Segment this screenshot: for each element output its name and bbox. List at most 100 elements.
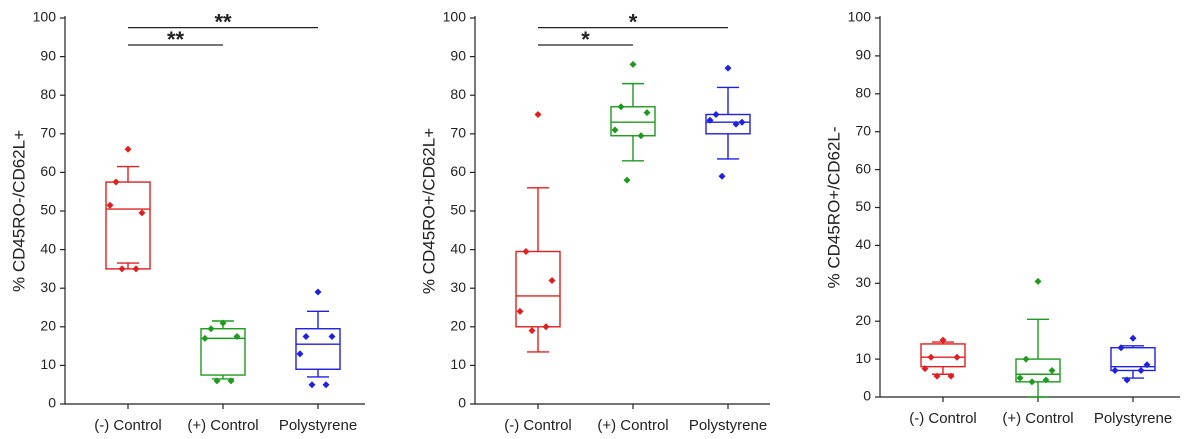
y-tick-label: 40 bbox=[855, 236, 871, 252]
data-point bbox=[732, 120, 740, 128]
y-tick-label: 10 bbox=[450, 356, 466, 372]
x-tick-label: Polystyrene bbox=[689, 417, 767, 434]
y-axis-label: % CD45RO-/CD62L+ bbox=[9, 130, 28, 292]
data-point bbox=[927, 353, 935, 361]
data-point bbox=[1123, 376, 1131, 384]
y-tick-label: 20 bbox=[40, 318, 56, 334]
y-tick-label: 100 bbox=[33, 9, 57, 25]
y-axis-label: % CD45RO+/CD62L+ bbox=[419, 128, 438, 294]
data-point bbox=[921, 365, 929, 373]
x-tick-label: (+) Control bbox=[187, 417, 258, 434]
y-tick-label: 40 bbox=[40, 240, 56, 256]
data-point bbox=[296, 350, 304, 358]
data-point bbox=[623, 176, 631, 184]
y-axis-label: % CD45RO+/CD62L- bbox=[824, 126, 843, 288]
significance-label: * bbox=[629, 9, 638, 34]
data-point bbox=[629, 60, 637, 68]
y-tick-label: 30 bbox=[450, 279, 466, 295]
data-point bbox=[516, 307, 524, 315]
y-tick-label: 0 bbox=[48, 395, 56, 411]
y-tick-label: 100 bbox=[443, 9, 467, 25]
x-tick-label: Polystyrene bbox=[1094, 410, 1172, 427]
y-tick-label: 80 bbox=[40, 86, 56, 102]
data-point bbox=[1143, 361, 1151, 369]
data-point bbox=[643, 109, 651, 117]
y-tick-label: 50 bbox=[855, 198, 871, 214]
x-tick-label: (-) Control bbox=[94, 417, 162, 434]
data-point bbox=[1016, 374, 1024, 382]
significance-label: ** bbox=[167, 27, 185, 52]
data-point bbox=[528, 327, 536, 335]
data-point bbox=[1022, 355, 1030, 363]
y-tick-label: 0 bbox=[863, 388, 871, 404]
data-point bbox=[617, 103, 625, 111]
y-tick-label: 10 bbox=[40, 356, 56, 372]
box bbox=[200, 328, 246, 376]
data-point bbox=[1034, 277, 1042, 285]
y-tick-label: 30 bbox=[40, 279, 56, 295]
x-tick-label: (+) Control bbox=[597, 417, 668, 434]
y-tick-label: 50 bbox=[450, 202, 466, 218]
data-point bbox=[706, 116, 714, 124]
y-tick-label: 90 bbox=[450, 47, 466, 63]
significance-label: ** bbox=[214, 9, 232, 34]
data-point bbox=[308, 381, 316, 389]
y-tick-label: 70 bbox=[855, 122, 871, 138]
y-tick-label: 70 bbox=[450, 125, 466, 141]
data-point bbox=[138, 209, 146, 217]
box bbox=[920, 343, 966, 368]
data-point bbox=[233, 332, 241, 340]
y-tick-label: 90 bbox=[855, 47, 871, 63]
y-tick-label: 100 bbox=[848, 9, 872, 25]
box bbox=[1015, 358, 1061, 383]
data-point bbox=[712, 111, 720, 118]
data-point bbox=[302, 332, 310, 340]
data-point bbox=[219, 319, 227, 327]
data-point bbox=[112, 178, 120, 186]
data-point bbox=[1042, 376, 1050, 384]
box bbox=[515, 250, 561, 328]
y-tick-label: 80 bbox=[855, 85, 871, 101]
data-point bbox=[1048, 366, 1056, 374]
y-tick-label: 70 bbox=[40, 125, 56, 141]
y-tick-label: 10 bbox=[855, 350, 871, 366]
y-tick-label: 0 bbox=[458, 395, 466, 411]
y-tick-label: 40 bbox=[450, 240, 466, 256]
data-point bbox=[718, 172, 726, 180]
data-point bbox=[124, 145, 132, 153]
y-tick-label: 90 bbox=[40, 47, 56, 63]
x-tick-label: (-) Control bbox=[909, 410, 977, 427]
x-tick-label: (-) Control bbox=[504, 417, 572, 434]
data-point bbox=[947, 372, 955, 380]
data-point bbox=[322, 381, 330, 389]
box bbox=[105, 181, 151, 270]
data-point bbox=[1137, 366, 1145, 374]
x-tick-label: (+) Control bbox=[1002, 410, 1073, 427]
data-point bbox=[548, 276, 556, 284]
data-point bbox=[724, 64, 732, 72]
data-point bbox=[201, 334, 209, 342]
data-point bbox=[207, 325, 215, 333]
y-tick-label: 80 bbox=[450, 86, 466, 102]
data-point bbox=[939, 336, 947, 344]
data-point bbox=[1111, 366, 1119, 374]
y-tick-label: 30 bbox=[855, 274, 871, 290]
data-point bbox=[1028, 378, 1036, 386]
data-point bbox=[522, 248, 530, 256]
data-point bbox=[227, 377, 235, 385]
y-tick-label: 60 bbox=[40, 163, 56, 179]
data-point bbox=[933, 372, 941, 380]
data-point bbox=[637, 132, 645, 140]
data-point bbox=[953, 353, 961, 361]
data-point bbox=[611, 126, 619, 134]
box bbox=[295, 328, 341, 370]
data-point bbox=[738, 118, 746, 126]
box bbox=[610, 106, 656, 137]
y-tick-label: 60 bbox=[450, 163, 466, 179]
data-point bbox=[106, 201, 114, 209]
x-tick-label: Polystyrene bbox=[279, 417, 357, 434]
y-tick-label: 20 bbox=[855, 312, 871, 328]
data-point bbox=[534, 111, 542, 118]
